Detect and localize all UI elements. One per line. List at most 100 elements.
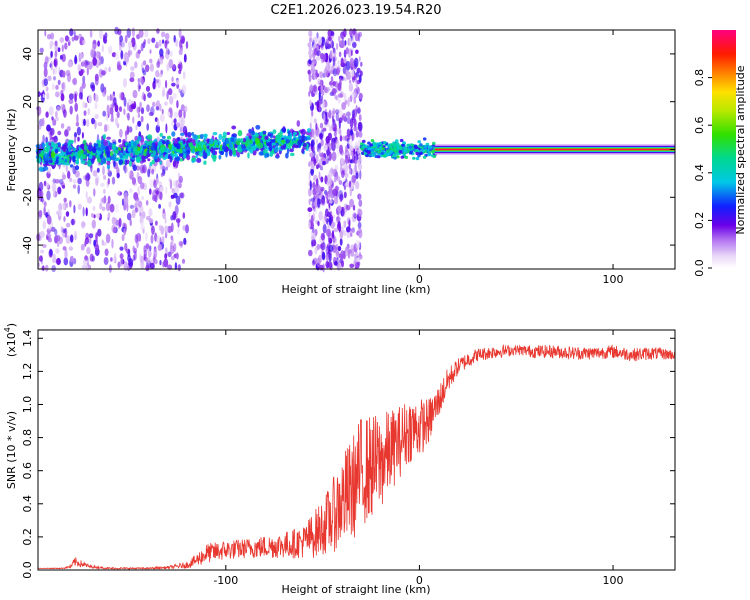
heatmap-cell [60, 225, 63, 233]
heatmap-cell [318, 185, 322, 195]
heatmap-cell [325, 39, 329, 47]
heatmap-cell [158, 39, 162, 47]
heatmap-cell [55, 111, 58, 118]
heatmap-cell [181, 37, 185, 45]
y-tick-label: 1.2 [21, 363, 34, 381]
heatmap-cell [89, 236, 92, 245]
heatmap-cell [133, 146, 138, 153]
heatmap-cell [176, 228, 180, 235]
heatmap-cell [343, 77, 348, 82]
heatmap-cell [71, 36, 75, 42]
heatmap-cell [332, 81, 336, 87]
heatmap-cell [114, 117, 119, 126]
heatmap-cell [353, 253, 357, 261]
heatmap-cell [115, 104, 119, 113]
heatmap-cell [170, 194, 175, 199]
heatmap-cell [319, 122, 324, 129]
snr-multiplier-close: ) [5, 323, 18, 327]
heatmap-cell [171, 187, 176, 194]
heatmap-cell [180, 122, 183, 128]
heatmap-cell [178, 153, 184, 157]
heatmap-cell [154, 117, 158, 122]
heatmap-cell [46, 33, 52, 40]
heatmap-cell [50, 226, 56, 232]
heatmap-cell [160, 172, 164, 177]
heatmap-cell [38, 166, 44, 172]
heatmap-cell [320, 199, 326, 206]
heatmap-cell [311, 147, 314, 152]
heatmap-cell [349, 36, 352, 46]
heatmap-cell [61, 151, 65, 157]
heatmap-cell [171, 76, 174, 83]
heatmap-cell [182, 140, 186, 145]
heatmap-cell [347, 48, 352, 58]
heatmap-cell [154, 79, 159, 84]
heatmap-cell [176, 252, 179, 260]
heatmap-cell [44, 56, 49, 65]
heatmap-cell [108, 66, 111, 73]
heatmap-cell [98, 29, 103, 39]
heatmap-cell [180, 192, 185, 199]
heatmap-cell [142, 145, 147, 150]
heatmap-cell [354, 163, 357, 173]
heatmap-cell [62, 70, 66, 78]
heatmap-cell [137, 78, 140, 83]
heatmap-cell [146, 134, 153, 140]
heatmap-cell [246, 133, 252, 137]
heatmap-cell [46, 124, 51, 132]
heatmap-cell [118, 190, 120, 196]
heatmap-cell [281, 127, 287, 133]
colorbar-ticks: 0.0 0.2 0.4 0.6 0.8 [693, 69, 712, 277]
heatmap-cell [399, 138, 404, 143]
heatmap-cell [80, 61, 85, 67]
heatmap-cell [179, 39, 183, 50]
heatmap-cell [206, 148, 210, 156]
heatmap-cell [309, 36, 313, 43]
heatmap-cell [360, 61, 363, 67]
heatmap-cell [54, 179, 60, 184]
y-tick-label: 0 [21, 146, 34, 153]
heatmap-cell [118, 106, 123, 112]
heatmap-cell [50, 60, 54, 71]
heatmap-cell [100, 83, 105, 93]
heatmap-cell [342, 230, 347, 237]
heatmap-cell [165, 80, 168, 89]
heatmap-cell [342, 163, 346, 170]
heatmap-cell [331, 121, 336, 130]
heatmap-cell [320, 164, 323, 170]
heatmap-cell [216, 144, 219, 148]
heatmap-cell [350, 129, 353, 136]
heatmap-cell [112, 226, 117, 234]
heatmap-cell [97, 228, 102, 237]
heatmap-cell [49, 40, 54, 47]
heatmap-cell [353, 213, 357, 219]
heatmap-cell [149, 178, 154, 188]
heatmap-cell [431, 149, 435, 153]
heatmap-cell [262, 130, 267, 135]
heatmap-cell [308, 198, 311, 205]
heatmap-cell [39, 47, 44, 53]
heatmap-cell [228, 149, 233, 157]
heatmap-cell [89, 253, 94, 262]
heatmap-cell [52, 68, 55, 75]
heatmap-cell [49, 249, 53, 256]
heatmap-cell [413, 144, 418, 148]
heatmap-cell [399, 146, 403, 150]
heatmap-cell [55, 234, 61, 242]
heatmap-cell [178, 28, 182, 39]
heatmap-cell [128, 41, 133, 49]
heatmap-cell [40, 190, 44, 198]
heatmap-cell [68, 139, 72, 147]
heatmap-cell [91, 43, 97, 50]
heatmap-cell [77, 65, 82, 72]
heatmap-cell [294, 144, 299, 149]
heatmap-cell [264, 153, 268, 159]
heatmap-cell [159, 186, 164, 193]
heatmap-cell [123, 52, 128, 63]
heatmap-cell [273, 135, 276, 139]
heatmap-cell [53, 57, 58, 68]
heatmap-cell [309, 84, 314, 94]
heatmap-cell [358, 163, 363, 171]
heatmap-cell [324, 87, 328, 93]
heatmap-cell [103, 175, 107, 180]
